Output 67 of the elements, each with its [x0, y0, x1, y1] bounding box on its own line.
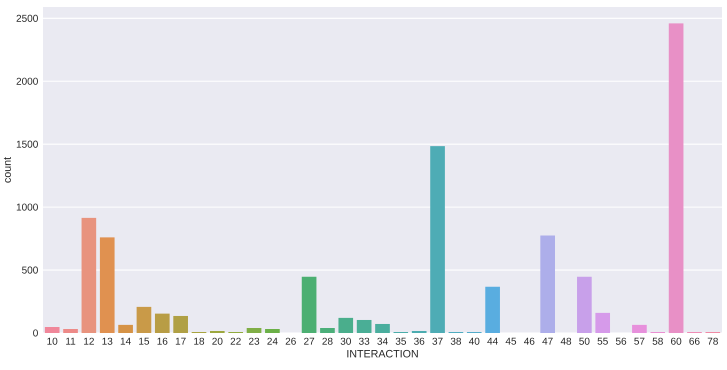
- bar: [632, 324, 647, 333]
- x-tick-label: 58: [652, 338, 663, 345]
- x-tick-label: 37: [432, 338, 443, 345]
- x-tick-label: 28: [322, 338, 333, 345]
- x-tick-label: 10: [47, 338, 58, 345]
- x-tick-label: 23: [248, 338, 260, 345]
- y-tick-label: 2000: [16, 78, 38, 85]
- bar: [44, 326, 60, 333]
- bar: [173, 316, 188, 333]
- y-axis-title: count: [4, 157, 11, 183]
- x-tick-label: 24: [267, 338, 278, 345]
- x-tick-label: 48: [560, 338, 572, 345]
- x-tick-label: 33: [358, 338, 370, 345]
- x-tick-label: 66: [689, 338, 700, 345]
- x-tick-label: 16: [157, 338, 168, 345]
- x-tick-label: 38: [450, 338, 462, 345]
- bar: [668, 23, 684, 333]
- bar: [82, 218, 96, 333]
- x-tick-label: 12: [84, 338, 94, 345]
- x-tick-label: 36: [414, 338, 424, 345]
- x-tick-label: 20: [212, 338, 223, 345]
- x-tick-label: 34: [377, 338, 388, 345]
- x-tick-label: 56: [616, 338, 626, 345]
- x-tick-label: 14: [120, 338, 131, 345]
- x-tick-label: 35: [396, 338, 406, 345]
- x-tick-label: 40: [468, 338, 480, 345]
- x-tick-label: 27: [304, 338, 314, 345]
- y-tick-label: 0: [33, 329, 38, 337]
- y-tick-label: 500: [22, 266, 38, 274]
- x-tick-label: 57: [634, 338, 644, 345]
- x-axis-title: INTERACTION: [347, 350, 418, 358]
- bar: [577, 276, 592, 333]
- bar: [246, 328, 262, 333]
- x-tick-label: 26: [286, 338, 296, 345]
- x-tick-label: 47: [542, 338, 553, 345]
- bar: [338, 318, 354, 333]
- bar: [302, 276, 316, 333]
- bar: [430, 146, 445, 333]
- bar: [63, 328, 78, 333]
- x-tick-label: 50: [579, 338, 590, 345]
- bar: [265, 328, 280, 333]
- x-tick-label: 30: [340, 338, 351, 345]
- bar: [595, 312, 610, 333]
- x-tick-label: 55: [598, 338, 608, 345]
- x-tick-label: 60: [671, 338, 682, 345]
- bar: [154, 314, 170, 333]
- bar: [485, 286, 500, 333]
- y-tick-label: 2500: [16, 14, 38, 22]
- bar: [118, 324, 133, 333]
- x-tick-label: 44: [487, 338, 498, 345]
- x-tick-label: 45: [506, 338, 516, 345]
- x-tick-label: 18: [194, 338, 204, 345]
- y-tick-label: 1500: [16, 140, 38, 148]
- bar: [540, 235, 555, 333]
- x-tick-label: 15: [139, 338, 150, 345]
- x-tick-label: 22: [230, 338, 241, 345]
- bar: [100, 237, 115, 333]
- x-tick-label: 46: [524, 338, 534, 345]
- bar: [356, 320, 372, 333]
- y-tick-label: 1000: [16, 204, 38, 211]
- x-tick-label: 11: [66, 338, 76, 345]
- x-tick-label: 17: [176, 338, 186, 345]
- bar: [375, 324, 390, 333]
- x-tick-label: 13: [102, 338, 112, 345]
- bar: [320, 328, 335, 333]
- x-tick-label: 78: [708, 338, 718, 345]
- bar: [136, 306, 152, 333]
